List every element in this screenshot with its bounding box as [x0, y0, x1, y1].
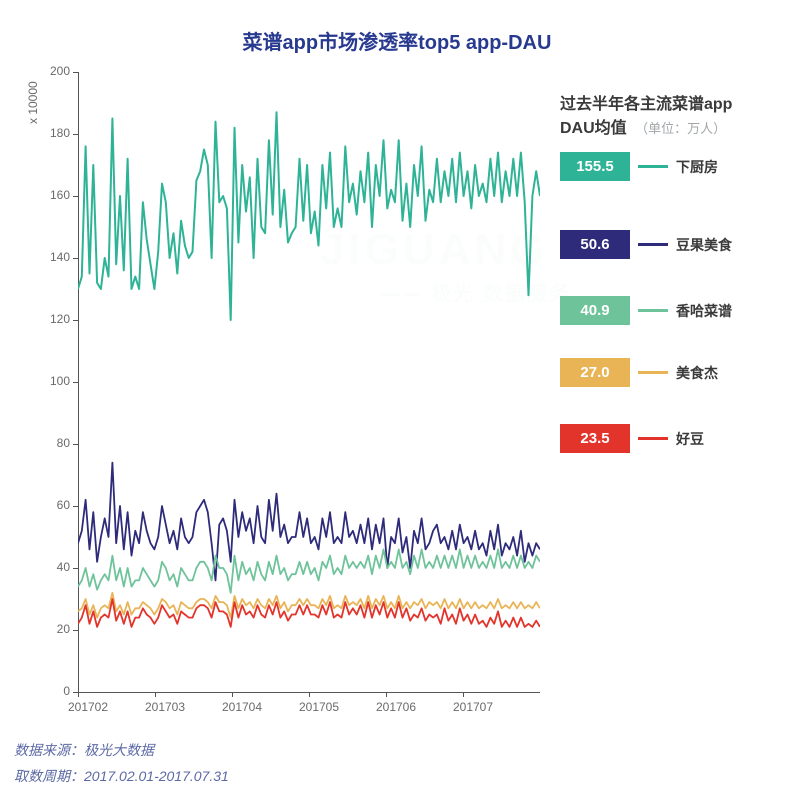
legend-item-下厨房: 155.5 下厨房: [560, 152, 718, 181]
footer-period: 取数周期：2017.02.01-2017.07.31: [14, 766, 229, 786]
y-tick: 120: [38, 312, 70, 326]
legend-badge: 40.9: [560, 296, 630, 325]
right-panel-subtitle: （单位：万人）: [635, 121, 726, 136]
y-tick: 80: [38, 436, 70, 450]
legend-line-icon: [638, 165, 668, 168]
x-tick: 201706: [366, 700, 426, 714]
legend-badge: 50.6: [560, 230, 630, 259]
legend-badge: 27.0: [560, 358, 630, 387]
legend-badge: 155.5: [560, 152, 630, 181]
legend-badge: 23.5: [560, 424, 630, 453]
plot-area: [78, 72, 540, 692]
y-tick: 100: [38, 374, 70, 388]
series-香哈菜谱: [78, 549, 540, 592]
y-tick: 140: [38, 250, 70, 264]
footer-source: 数据来源：极光大数据: [14, 740, 154, 760]
y-tick: 160: [38, 188, 70, 202]
legend-line-icon: [638, 437, 668, 440]
x-tick: 201702: [58, 700, 118, 714]
legend-line-icon: [638, 309, 668, 312]
legend-label: 香哈菜谱: [676, 301, 732, 321]
legend-item-豆果美食: 50.6 豆果美食: [560, 230, 732, 259]
chart-title: 菜谱app市场渗透率top5 app-DAU: [0, 26, 794, 55]
legend-item-好豆: 23.5 好豆: [560, 424, 704, 453]
right-panel-title-2: DAU均值 （单位：万人）: [560, 114, 726, 138]
y-tick: 60: [38, 498, 70, 512]
y-tick: 200: [38, 64, 70, 78]
legend-line-icon: [638, 243, 668, 246]
y-tick: 0: [38, 684, 70, 698]
right-panel-title-2-text: DAU均值: [560, 120, 627, 137]
chart-root: 菜谱app市场渗透率top5 app-DAU JIGUANG —— 极光 数据服…: [0, 0, 794, 793]
series-下厨房: [78, 112, 540, 320]
y-tick: 180: [38, 126, 70, 140]
y-tick: 40: [38, 560, 70, 574]
legend-label: 好豆: [676, 429, 704, 449]
x-tick: 201705: [289, 700, 349, 714]
legend-item-香哈菜谱: 40.9 香哈菜谱: [560, 296, 732, 325]
legend-label: 豆果美食: [676, 235, 732, 255]
y-tick: 20: [38, 622, 70, 636]
right-panel-title-1: 过去半年各主流菜谱app: [560, 90, 732, 114]
x-tick: 201704: [212, 700, 272, 714]
legend-label: 下厨房: [676, 157, 718, 177]
legend-line-icon: [638, 371, 668, 374]
yaxis-multiplier-label: x 10000: [26, 81, 40, 124]
legend-item-美食杰: 27.0 美食杰: [560, 358, 718, 387]
series-豆果美食: [78, 463, 540, 581]
x-tick: 201703: [135, 700, 195, 714]
legend-label: 美食杰: [676, 363, 718, 383]
x-tick: 201707: [443, 700, 503, 714]
